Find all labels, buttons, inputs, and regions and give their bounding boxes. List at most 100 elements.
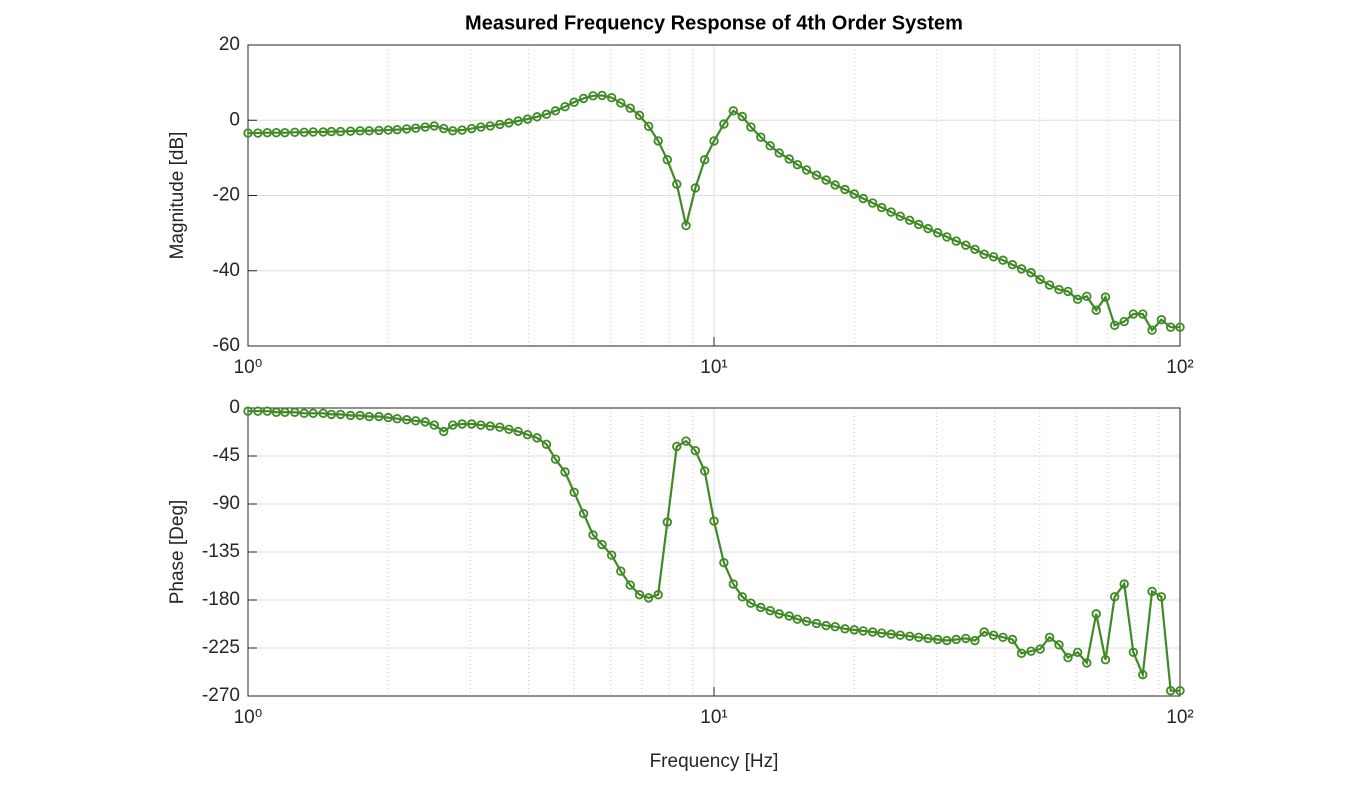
data-point [1165,322,1176,332]
data-point [1147,586,1157,597]
data-point [616,566,626,576]
data-point [1109,592,1120,602]
data-point [1016,264,1027,274]
data-point [253,128,263,138]
data-point [1082,658,1092,668]
data-point [243,406,253,416]
x-axis-label: Frequency [Hz] [650,751,779,772]
data-point [625,103,635,113]
data-point [355,410,365,421]
data-point [858,193,868,204]
data-point [988,252,999,262]
data-point [681,220,691,231]
data-point [923,633,933,644]
data-point [672,441,682,452]
data-point [1072,647,1083,657]
y-tick-label: 0 [229,397,240,418]
data-point [792,614,803,624]
data-point [1147,325,1157,335]
data-point [401,124,412,134]
data-point [466,123,477,134]
data-point [690,445,701,456]
data-point [979,627,989,637]
data-point [774,148,784,158]
data-point [560,102,570,112]
y-tick-label: 20 [219,34,240,55]
data-point [1156,314,1167,325]
data-point [942,635,952,646]
data-point [457,125,467,135]
data-point [961,240,971,250]
data-point [737,592,747,602]
data-point [513,116,523,126]
data-point [830,621,840,632]
data-point [774,609,784,619]
data-point [662,155,673,165]
data-point [904,631,915,641]
data-point [830,180,840,190]
data-point [914,219,924,230]
data-point [979,249,989,259]
data-point [728,106,738,116]
data-point [1119,316,1129,327]
data-point [784,611,794,621]
data-point [792,159,803,170]
data-point [299,408,309,419]
data-point [1026,646,1036,656]
data-point [308,408,318,419]
data-point [429,420,439,430]
data-point [243,128,253,138]
data-point [420,122,430,132]
data-point [886,207,896,217]
data-point [513,426,523,437]
data-point [895,630,905,640]
data-point [1016,648,1027,659]
data-point [1007,634,1018,645]
data-point [932,634,943,645]
data-point [271,127,281,138]
data-point [448,126,458,136]
y-tick-label: -40 [213,260,240,281]
data-point [616,98,626,108]
data-point [392,413,402,424]
data-point [541,439,552,449]
data-point [1100,655,1111,665]
data-point [719,557,729,568]
data-point [392,124,402,135]
data-point [653,589,663,600]
y-axis-label: Magnitude [dB] [167,132,188,260]
data-point [290,127,300,137]
data-point [597,539,607,550]
data-point [681,436,691,446]
data-point [886,629,896,639]
data-point [709,136,719,146]
data-point [326,409,337,420]
data-point [374,411,384,422]
data-point [765,141,775,151]
y-tick-label: -225 [202,637,240,658]
data-point [495,422,505,432]
data-point [532,112,542,122]
y-tick-label: 0 [229,109,240,130]
y-tick-label: -135 [202,541,240,562]
data-point [578,508,589,519]
data-point [699,466,710,476]
data-point [746,122,756,132]
data-point [858,626,868,636]
data-point [457,419,467,429]
data-point [1007,260,1018,270]
data-point [625,580,635,590]
data-point [634,589,645,600]
data-point [410,123,421,133]
data-point [438,426,449,437]
data-point [756,602,766,613]
data-point [951,634,961,645]
data-point [867,198,878,208]
data-point [569,487,579,497]
data-point [550,106,561,116]
data-point [970,244,980,255]
data-point [383,125,393,135]
data-point [364,411,374,422]
data-point [420,417,430,427]
